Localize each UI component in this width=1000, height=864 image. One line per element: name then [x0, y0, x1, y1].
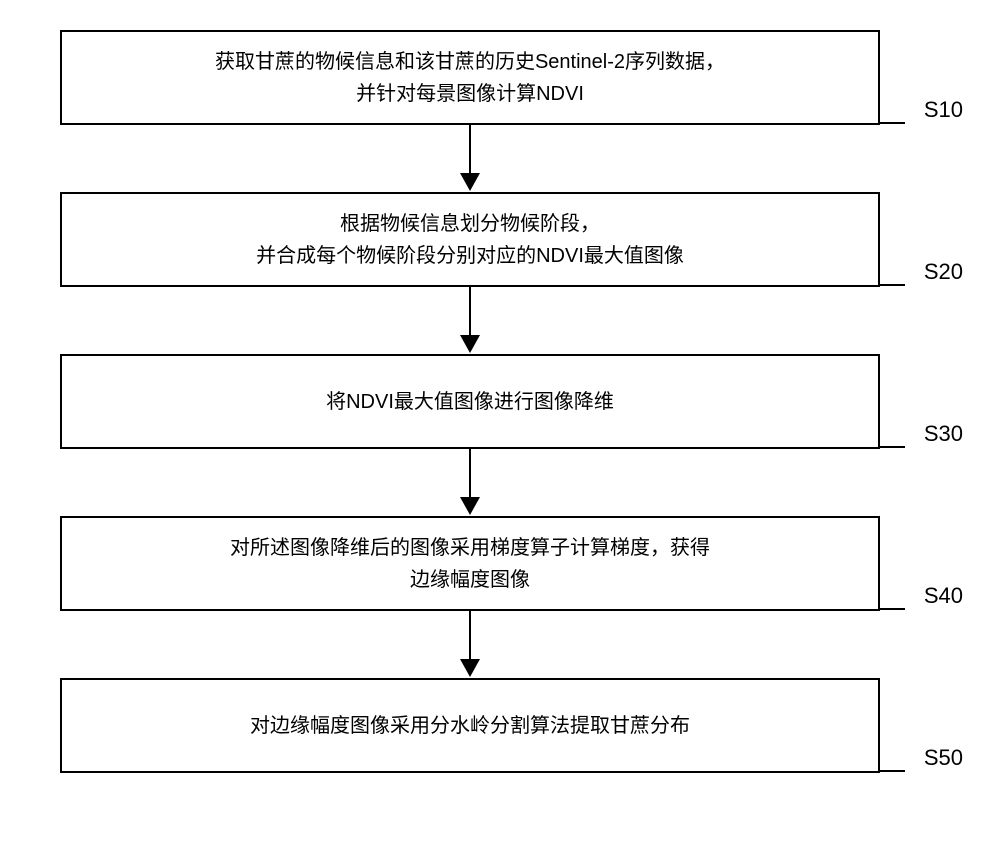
arrow-s40-s50: [60, 611, 880, 678]
label-tick: [880, 770, 905, 772]
label-tick: [880, 122, 905, 124]
arrow-line: [469, 125, 471, 175]
step-box-s30: 将NDVI最大值图像进行图像降维 S30: [60, 354, 880, 449]
arrow-s10-s20: [60, 125, 880, 192]
arrow-head-icon: [460, 497, 480, 515]
step-text-line1: 对边缘幅度图像采用分水岭分割算法提取甘蔗分布: [250, 710, 690, 742]
step-label-s40: S40: [924, 578, 963, 613]
label-tick: [880, 446, 905, 448]
step-text-line1: 对所述图像降维后的图像采用梯度算子计算梯度，获得: [230, 532, 710, 564]
step-text-line1: 根据物候信息划分物候阶段，: [340, 208, 600, 240]
step-text-line1: 将NDVI最大值图像进行图像降维: [326, 386, 614, 418]
arrow-s20-s30: [60, 287, 880, 354]
step-label-s30: S30: [924, 416, 963, 451]
step-label-s10: S10: [924, 92, 963, 127]
step-text-line2: 并合成每个物候阶段分别对应的NDVI最大值图像: [256, 240, 684, 272]
label-tick: [880, 284, 905, 286]
step-text-line1: 获取甘蔗的物候信息和该甘蔗的历史Sentinel-2序列数据，: [215, 46, 725, 78]
step-text-line2: 并针对每景图像计算NDVI: [356, 78, 584, 110]
label-tick: [880, 608, 905, 610]
arrow-head-icon: [460, 335, 480, 353]
step-text-line2: 边缘幅度图像: [410, 564, 530, 596]
arrow-s30-s40: [60, 449, 880, 516]
arrow-line: [469, 449, 471, 499]
arrow-line: [469, 611, 471, 661]
step-box-s20: 根据物候信息划分物候阶段， 并合成每个物候阶段分别对应的NDVI最大值图像 S2…: [60, 192, 880, 287]
arrow-line: [469, 287, 471, 337]
step-box-s50: 对边缘幅度图像采用分水岭分割算法提取甘蔗分布 S50: [60, 678, 880, 773]
flowchart-container: 获取甘蔗的物候信息和该甘蔗的历史Sentinel-2序列数据， 并针对每景图像计…: [60, 30, 910, 773]
step-label-s50: S50: [924, 740, 963, 775]
arrow-head-icon: [460, 659, 480, 677]
arrow-head-icon: [460, 173, 480, 191]
step-label-s20: S20: [924, 254, 963, 289]
step-box-s10: 获取甘蔗的物候信息和该甘蔗的历史Sentinel-2序列数据， 并针对每景图像计…: [60, 30, 880, 125]
step-box-s40: 对所述图像降维后的图像采用梯度算子计算梯度，获得 边缘幅度图像 S40: [60, 516, 880, 611]
